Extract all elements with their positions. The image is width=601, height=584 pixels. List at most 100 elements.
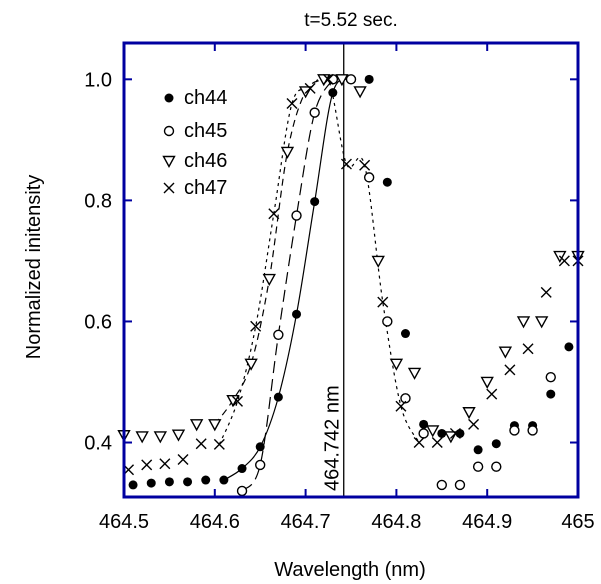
fit-curves xyxy=(214,74,420,492)
y-tick-label: 1.0 xyxy=(84,69,112,91)
data-point-ch44 xyxy=(201,475,211,485)
data-point-ch46 xyxy=(480,376,494,389)
axis-ticks xyxy=(123,43,579,497)
data-point-ch47 xyxy=(177,453,189,465)
data-point-ch45 xyxy=(509,425,520,436)
data-point-ch47 xyxy=(468,418,480,430)
data-point-ch46 xyxy=(262,273,276,287)
x-tick-label: 464.8 xyxy=(371,511,421,533)
data-point-ch44 xyxy=(273,392,283,402)
data-point-ch47 xyxy=(395,400,407,412)
data-point-ch47 xyxy=(359,159,371,171)
data-point-ch44 xyxy=(546,389,556,399)
data-point-ch44 xyxy=(292,309,302,319)
fit-curve-ch44 xyxy=(223,78,352,481)
data-point-ch45 xyxy=(527,425,538,436)
data-point-ch46 xyxy=(426,425,440,438)
data-point-ch45 xyxy=(418,428,429,439)
data-point-ch45 xyxy=(309,107,320,118)
y-tick-label: 0.4 xyxy=(84,433,112,455)
data-point-ch46 xyxy=(462,407,476,420)
data-point-ch47 xyxy=(540,286,552,298)
data-point-ch47 xyxy=(431,437,443,449)
data-point-ch46 xyxy=(371,255,385,268)
data-point-ch47 xyxy=(141,459,153,471)
legend-label-ch47: ch47 xyxy=(184,177,227,199)
data-point-ch45 xyxy=(454,479,466,491)
data-point-ch47 xyxy=(268,208,280,220)
x-axis-label: Wavelength (nm) xyxy=(274,559,426,581)
data-point-ch47 xyxy=(413,437,425,449)
y-axis-label: Normalized initensity xyxy=(23,175,45,360)
x-tick-label: 465 xyxy=(561,511,594,533)
data-point-ch44 xyxy=(128,480,138,490)
data-points xyxy=(117,73,585,497)
data-point-ch46 xyxy=(153,431,168,444)
data-point-ch46 xyxy=(389,358,404,371)
data-point-ch45 xyxy=(400,393,411,404)
x-tick-labels: 464.5 464.6 464.7 464.8 464.9 465 xyxy=(99,511,595,533)
data-point-ch47 xyxy=(159,458,171,470)
x-tick-label: 464.5 xyxy=(99,511,149,533)
data-point-ch46 xyxy=(208,419,222,432)
y-tick-label: 0.6 xyxy=(84,311,112,333)
data-point-ch45 xyxy=(382,316,393,327)
data-point-ch47 xyxy=(486,388,498,400)
plot-frame xyxy=(122,41,580,499)
data-point-ch44 xyxy=(491,439,501,449)
data-point-ch44 xyxy=(455,428,465,438)
legend-marker-ch44 xyxy=(164,93,174,103)
data-point-ch47 xyxy=(377,296,389,308)
data-point-ch46 xyxy=(189,419,204,432)
data-point-ch44 xyxy=(364,74,374,84)
data-point-ch45 xyxy=(236,485,248,497)
data-point-ch45 xyxy=(436,479,447,491)
data-point-ch47 xyxy=(195,438,207,450)
data-point-ch46 xyxy=(280,146,295,159)
data-point-ch46 xyxy=(135,431,149,444)
data-point-ch45 xyxy=(273,329,284,340)
data-point-ch46 xyxy=(335,74,349,87)
data-point-ch44 xyxy=(310,197,320,207)
legend-marker-ch45 xyxy=(163,125,175,137)
data-point-ch45 xyxy=(327,74,339,85)
data-point-ch46 xyxy=(407,367,422,380)
data-point-ch46 xyxy=(353,86,367,99)
wavelength-annotation: 464.742 nm xyxy=(322,43,345,497)
data-point-ch47 xyxy=(449,427,461,439)
data-point-ch44 xyxy=(183,477,193,487)
legend-label-ch44: ch44 xyxy=(184,87,227,109)
data-point-ch44 xyxy=(564,342,574,352)
data-point-ch47 xyxy=(504,364,516,376)
data-point-ch45 xyxy=(491,461,502,472)
data-point-ch45 xyxy=(363,172,375,183)
data-point-ch46 xyxy=(516,316,531,329)
data-point-ch44 xyxy=(382,177,392,187)
data-point-ch45 xyxy=(545,371,556,383)
data-point-ch44 xyxy=(473,445,483,455)
fit-curve-ch47 xyxy=(218,74,420,445)
data-point-ch47 xyxy=(522,343,534,355)
data-point-ch47 xyxy=(213,438,225,450)
data-point-ch45 xyxy=(255,459,266,471)
data-point-ch44 xyxy=(164,477,174,487)
chart-title: t=5.52 sec. xyxy=(304,10,397,31)
data-point-ch47 xyxy=(286,98,298,110)
data-point-ch44 xyxy=(400,329,410,339)
annotation-label: 464.742 nm xyxy=(322,385,344,491)
data-point-ch47 xyxy=(304,82,316,94)
data-point-ch44 xyxy=(437,428,447,438)
y-tick-labels: 0.4 0.6 0.8 1.0 xyxy=(84,69,112,454)
fit-curve-ch45 xyxy=(241,78,334,492)
legend-label-ch45: ch45 xyxy=(184,120,227,142)
legend-marker-ch46 xyxy=(162,155,176,168)
data-point-ch46 xyxy=(226,394,240,408)
data-point-ch44 xyxy=(237,464,247,474)
data-point-ch47 xyxy=(232,395,243,407)
data-point-ch45 xyxy=(472,461,484,472)
legend: ch44 ch45 ch46 ch47 xyxy=(162,87,227,199)
y-tick-label: 0.8 xyxy=(84,190,112,212)
x-tick-label: 464.6 xyxy=(190,511,240,533)
data-point-ch46 xyxy=(498,346,513,359)
